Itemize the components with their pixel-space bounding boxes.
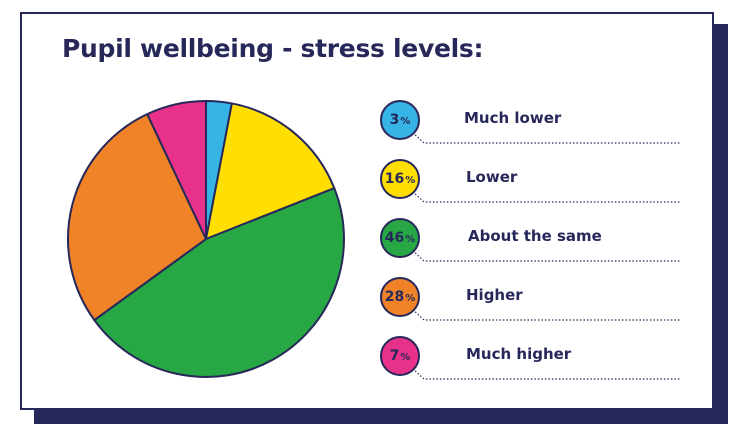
percent-sign: % <box>400 352 411 363</box>
percent-badge: 28% <box>380 277 420 317</box>
percent-value: 7 <box>389 348 400 364</box>
percent-badge: 3% <box>380 100 420 140</box>
leader-line <box>409 306 680 321</box>
pie-slice-much-higher <box>146 100 207 240</box>
legend-item-higher: 28% Higher <box>380 277 680 323</box>
pie-slice-about-the-same <box>93 187 345 378</box>
legend-item-much-lower: 3% Much lower <box>380 100 680 146</box>
pie-slice-lower <box>205 102 336 240</box>
percent-value: 28 <box>384 289 405 305</box>
percent-sign: % <box>405 175 416 186</box>
percent-value: 3 <box>389 112 400 128</box>
legend-item-lower: 16% Lower <box>380 159 680 205</box>
leader-line <box>409 247 680 262</box>
legend-item-much-higher: 7% Much higher <box>380 336 680 382</box>
percent-value: 16 <box>384 171 405 187</box>
chart-title: Pupil wellbeing - stress levels: <box>62 34 484 63</box>
leader-line <box>409 188 680 203</box>
percent-badge: 16% <box>380 159 420 199</box>
legend-label: Higher <box>466 286 523 304</box>
percent-badge: 7% <box>380 336 420 376</box>
percent-sign: % <box>400 116 411 127</box>
pie-slice-higher <box>67 113 207 322</box>
percent-sign: % <box>405 234 416 245</box>
percent-badge: 46% <box>380 218 420 258</box>
leader-line <box>409 365 680 380</box>
legend-label: About the same <box>468 227 602 245</box>
legend-label: Much higher <box>466 345 572 363</box>
legend-label: Lower <box>466 168 518 186</box>
legend-label: Much lower <box>464 109 562 127</box>
percent-sign: % <box>405 293 416 304</box>
legend-item-about-the-same: 46% About the same <box>380 218 680 264</box>
percent-value: 46 <box>384 230 405 246</box>
leader-line <box>409 129 680 144</box>
